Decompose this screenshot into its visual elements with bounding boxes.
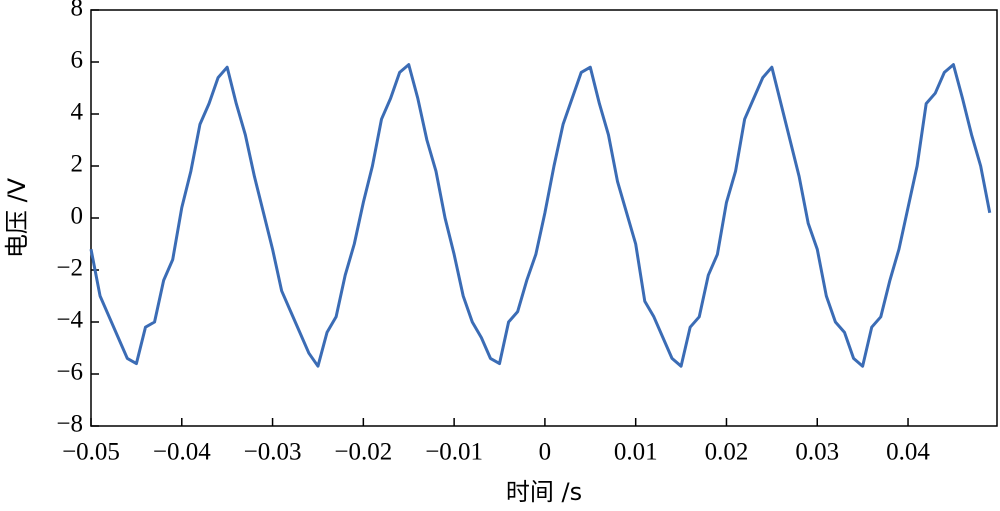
y-tick-label: 6 [71,47,84,74]
y-tick-label: 4 [71,99,84,126]
y-tick-label: 2 [71,151,84,178]
x-tick-label: 0.01 [614,439,658,466]
x-tick-label: −0.02 [334,439,392,466]
x-tick-label: −0.04 [153,439,211,466]
x-tick-label: 0.04 [886,439,930,466]
y-tick-label: −6 [56,359,83,386]
x-tick-label: −0.03 [244,439,302,466]
x-axis-label: 时间 /s [506,478,582,506]
x-tick-label: 0 [539,439,552,466]
y-tick-label: −2 [56,255,83,282]
y-axis-label: 电压 /V [3,177,31,258]
y-tick-label: 0 [71,203,84,230]
y-tick-label: 8 [71,0,84,22]
y-tick-label: −8 [56,411,83,438]
data-line [89,63,992,368]
x-tick-label: 0.03 [795,439,839,466]
x-tick-label: −0.01 [425,439,483,466]
y-tick-label: −4 [56,307,83,334]
x-tick-label: −0.05 [62,439,120,466]
x-tick-label: 0.02 [705,439,749,466]
